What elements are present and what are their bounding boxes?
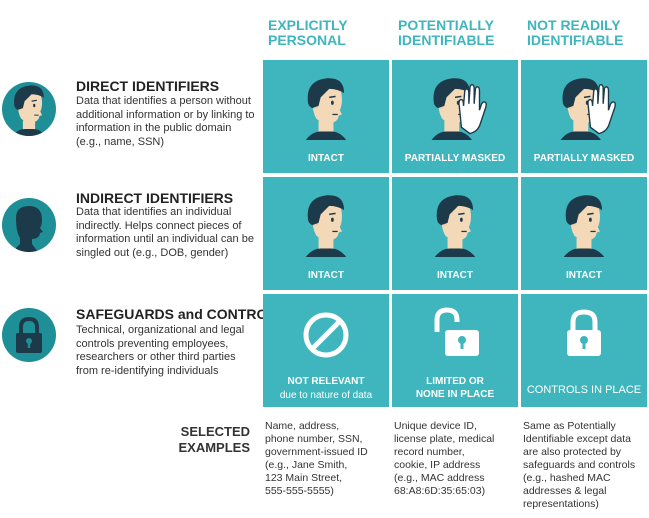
face-intact-icon (305, 77, 347, 140)
cell-status-label: LIMITED or (426, 376, 484, 387)
face-masked-icon (559, 77, 616, 140)
prohibited-icon (303, 312, 349, 358)
cell-indirect-potential: INTACT (392, 177, 518, 290)
examples-label-line: SELECTED (180, 424, 250, 439)
cell-status-label: INTACT (308, 270, 344, 281)
example-line: Identifiable except data (523, 433, 631, 445)
cell-indirect-explicit: INTACT (263, 177, 389, 290)
example-potentially-identifiable: Unique device ID, license plate, medical… (394, 420, 516, 498)
cell-status-sublabel: due to nature of data (279, 390, 373, 401)
cell-status-label: INTACT (437, 270, 473, 281)
example-line: safeguards and controls (523, 459, 636, 471)
direct-identifier-face-icon (2, 82, 56, 136)
example-line: cookie, IP address (394, 459, 481, 471)
example-line: government-issued ID (265, 446, 368, 458)
face-intact-icon (434, 194, 476, 257)
indirect-identifier-silhouette-icon (2, 198, 56, 252)
example-line: (e.g., Jane Smith, (265, 459, 348, 471)
row-description-direct-identifiers: Data that identifies a person without ad… (76, 95, 255, 148)
example-line: representations) (523, 498, 599, 510)
cell-status-label: INTACT (308, 153, 344, 164)
row-title-indirect-identifiers: INDIRECT IDENTIFIERS (76, 190, 234, 206)
example-explicit-personal: Name, address, phone number, SSN, govern… (265, 420, 387, 498)
cell-status-label: PARTIALLY MASKED (533, 153, 635, 164)
column-header-line: IDENTIFIABLE (527, 32, 624, 48)
column-header-not-readily-identifiable: NOT READILY IDENTIFIABLE (527, 18, 649, 48)
example-line: phone number, SSN, (265, 433, 363, 445)
row-description-indirect-identifiers: Data that identifies an individual indir… (76, 206, 254, 259)
row-title-direct-identifiers: DIRECT IDENTIFIERS (76, 78, 220, 94)
cell-direct-potential: PARTIALLY MASKED (392, 60, 518, 173)
example-line: Name, address, (265, 420, 340, 432)
column-header-line: EXPLICITLY (268, 17, 348, 33)
locked-padlock-icon (567, 309, 601, 356)
column-header-potentially-identifiable: POTENTIALLY IDENTIFIABLE (398, 18, 523, 48)
cell-status-label: CONTROLS IN PLACE (526, 384, 642, 396)
examples-label-line: EXAMPLES (178, 440, 250, 455)
column-header-line: PERSONAL (268, 32, 346, 48)
cell-status-label: PARTIALLY MASKED (404, 153, 506, 164)
face-intact-icon (563, 194, 605, 257)
column-header-line: NOT READILY (527, 17, 621, 33)
cell-safeguards-explicit: NOT RELEVANT due to nature of data (263, 294, 389, 407)
cell-status-label: NONE IN PLACE (415, 389, 495, 400)
face-intact-icon (305, 194, 347, 257)
row-description-safeguards-controls: Technical, organizational and legal cont… (76, 324, 245, 377)
column-header-line: IDENTIFIABLE (398, 32, 495, 48)
column-header-explicitly-personal: EXPLICITLY PERSONAL (268, 18, 393, 48)
example-line: 68:A8:6D:35:65:03) (394, 485, 486, 497)
cell-safeguards-notreadily: CONTROLS IN PLACE (521, 294, 647, 407)
cell-status-label: INTACT (566, 270, 602, 281)
example-line: Same as Potentially (523, 420, 616, 432)
example-line: record number, (394, 446, 465, 458)
example-line: (e.g., hashed MAC (523, 472, 611, 484)
example-not-readily-identifiable: Same as Potentially Identifiable except … (523, 420, 645, 511)
unlocked-padlock-icon (434, 307, 479, 356)
cell-direct-explicit: INTACT (263, 60, 389, 173)
cell-safeguards-potential: LIMITED or NONE IN PLACE (392, 294, 518, 407)
example-line: are also protected by (523, 446, 622, 458)
example-line: 555-555-5555) (265, 485, 334, 497)
cell-indirect-notreadily: INTACT (521, 177, 647, 290)
row-title-safeguards-controls: SAFEGUARDS and CONTROLS (76, 306, 286, 322)
face-masked-icon (430, 77, 487, 140)
column-header-line: POTENTIALLY (398, 17, 494, 33)
example-line: addresses & legal (523, 485, 607, 497)
example-line: (e.g., MAC address (394, 472, 485, 484)
example-line: license plate, medical (394, 433, 495, 445)
selected-examples-label: SELECTED EXAMPLES (170, 424, 250, 456)
safeguards-lock-icon (2, 308, 56, 362)
example-line: 123 Main Street, (265, 472, 343, 484)
cell-direct-notreadily: PARTIALLY MASKED (521, 60, 647, 173)
cell-status-label: NOT RELEVANT (287, 376, 365, 387)
example-line: Unique device ID, (394, 420, 477, 432)
